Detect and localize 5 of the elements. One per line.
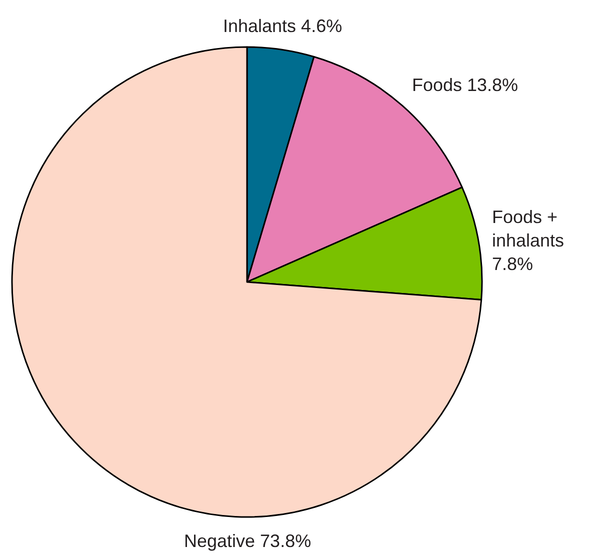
slice-label: Negative 73.8%	[184, 531, 312, 551]
slice-label: Foods + inhalants	[492, 207, 564, 250]
slice-label: Inhalants 4.6%	[223, 16, 342, 36]
slice-label: Foods 13.8%	[412, 75, 518, 95]
data-label: 7.8%	[492, 254, 534, 274]
